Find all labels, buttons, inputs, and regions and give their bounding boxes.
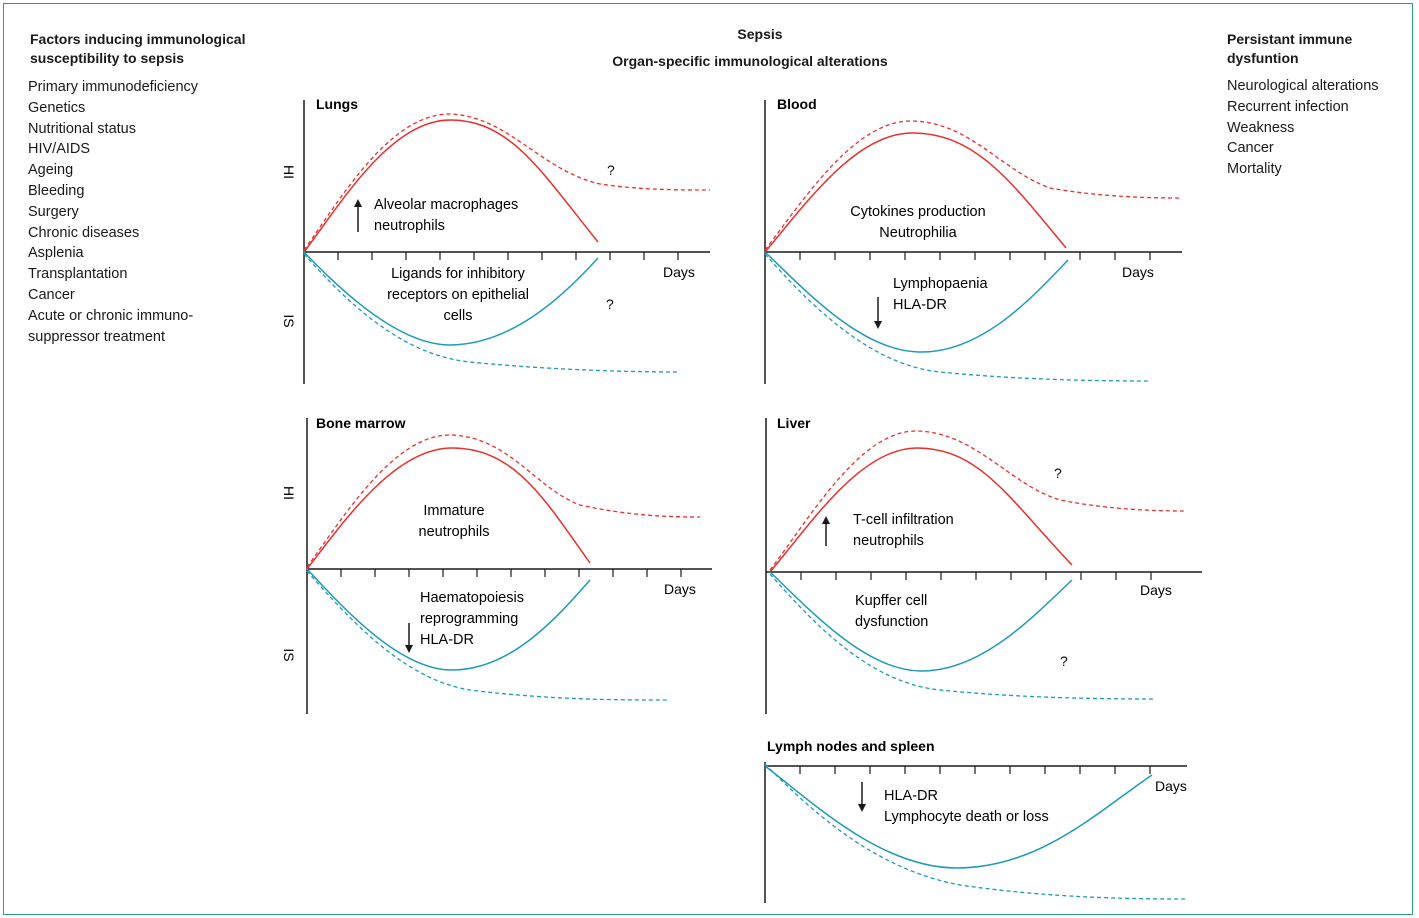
time-axis-ticks [340, 569, 682, 577]
upper-annotation: Cytokines production [850, 204, 985, 220]
days-label: Days [1155, 778, 1187, 794]
immunosuppression-persistent-curve [303, 253, 681, 373]
list-item: Neurological alterations [1227, 78, 1379, 94]
panel-title: Liver [777, 415, 811, 431]
panel-title: Lymph nodes and spleen [767, 738, 935, 754]
hi-axis-label: HI [281, 486, 297, 500]
immunosuppression-persistent-curve [764, 763, 1188, 900]
is-axis-label: IS [281, 314, 297, 327]
upper-annotation: Neutrophilia [879, 225, 957, 241]
lower-annotation: Haematopoiesis [420, 590, 524, 606]
hyperinflammation-curve [769, 447, 1073, 573]
lower-annotation: HLA-DR [884, 788, 938, 804]
panel-title: Lungs [316, 96, 358, 112]
time-axis-ticks [799, 766, 1151, 774]
page-title: Sepsis [737, 26, 783, 42]
list-item: Cancer [28, 286, 75, 303]
unknown-marker: ? [1054, 465, 1062, 481]
lower-annotation: Kupffer cell [855, 593, 927, 609]
upper-annotation: neutrophils [853, 533, 924, 549]
panel-lungs: Lungs HI IS Days Alveolar macrophages ne… [281, 96, 711, 384]
immunosuppression-curve [764, 251, 1069, 353]
unknown-marker: ? [1060, 653, 1068, 669]
time-axis-ticks [800, 572, 1152, 580]
lower-annotation: receptors on epithelial [387, 287, 529, 303]
left-title-line: Factors inducing immunological [30, 31, 246, 47]
hyperinflammation-persistent-curve [306, 434, 701, 568]
list-item: Recurrent infection [1227, 98, 1349, 115]
hyperinflammation-persistent-curve [303, 113, 711, 251]
page-subtitle: Organ-specific immunological alterations [612, 53, 888, 69]
left-title-line: susceptibility to sepsis [30, 50, 185, 66]
lower-annotation: HLA-DR [893, 297, 947, 313]
susceptibility-factor-list: Primary immunodeficiency Genetics Nutrit… [28, 77, 198, 347]
lower-annotation: Ligands for inhibitory [391, 266, 526, 282]
hyperinflammation-persistent-curve [764, 120, 1183, 251]
days-label: Days [663, 264, 695, 280]
hyperinflammation-persistent-curve [769, 430, 1186, 571]
immunosuppression-curve [769, 571, 1073, 672]
hyperinflammation-curve [764, 132, 1067, 253]
upper-annotation: neutrophils [374, 218, 445, 234]
list-item: Transplantation [28, 266, 128, 283]
days-label: Days [664, 581, 696, 597]
list-item: Mortality [1227, 161, 1282, 178]
list-item: Genetics [28, 99, 86, 116]
immune-dysfunction-list: Neurological alterations Recurrent infec… [1227, 76, 1379, 180]
immunosuppression-persistent-curve [764, 253, 1151, 382]
panel-title: Bone marrow [316, 415, 406, 431]
lower-annotation: Lymphopaenia [893, 276, 989, 292]
list-item: Surgery [28, 203, 79, 220]
list-item: Chronic diseases [28, 224, 140, 241]
figure-frame [3, 3, 1413, 915]
panel-liver: Liver Days T-cell infiltration neutrophi… [765, 415, 1202, 714]
panel-bone-marrow: Bone marrow HI IS Days Immature neutroph… [281, 415, 712, 714]
list-item: Acute or chronic immuno- [28, 307, 194, 324]
lower-annotation: Lymphocyte death or loss [884, 809, 1049, 825]
is-axis-label: IS [281, 648, 297, 661]
list-item: Ageing [28, 162, 74, 179]
upper-annotation: Alveolar macrophages [374, 197, 518, 213]
list-item: Weakness [1227, 119, 1295, 136]
immunosuppression-curve [303, 251, 599, 346]
list-item: Nutritional status [28, 120, 136, 137]
time-axis-ticks [799, 252, 1151, 260]
hyperinflammation-curve [306, 447, 591, 570]
panel-blood: Blood Days Cytokines production Neutroph… [764, 96, 1183, 384]
list-item: Asplenia [28, 245, 84, 262]
right-title-line: dysfuntion [1227, 50, 1299, 66]
list-item: Cancer [1227, 140, 1274, 157]
unknown-marker: ? [606, 296, 614, 312]
upper-annotation: neutrophils [419, 524, 490, 540]
time-axis-ticks [337, 252, 679, 260]
unknown-marker: ? [607, 162, 615, 178]
days-label: Days [1122, 264, 1154, 280]
right-title-line: Persistant immune [1227, 31, 1353, 47]
panel-title: Blood [777, 96, 817, 112]
immunosuppression-persistent-curve [769, 573, 1156, 700]
lower-annotation: cells [443, 308, 472, 324]
days-label: Days [1140, 582, 1172, 598]
list-item: Primary immunodeficiency [28, 79, 199, 95]
right-column-title: Persistant immune dysfuntion [1227, 30, 1352, 68]
lower-annotation: HLA-DR [420, 632, 474, 648]
immunosuppression-curve [306, 568, 591, 671]
hyperinflammation-curve [303, 119, 599, 253]
list-item: suppressor treatment [28, 328, 166, 345]
lower-annotation: reprogramming [420, 611, 518, 627]
upper-annotation: T-cell infiltration [853, 512, 954, 528]
left-column-title: Factors inducing immunological susceptib… [30, 30, 245, 68]
list-item: Bleeding [28, 182, 85, 199]
hi-axis-label: HI [281, 165, 297, 179]
panel-lymph-nodes-spleen: Lymph nodes and spleen Days HLA-DR Lymph… [764, 738, 1188, 903]
immunosuppression-curve [764, 765, 1153, 869]
list-item: HIV/AIDS [28, 141, 91, 158]
lower-annotation: dysfunction [855, 614, 928, 630]
immunosuppression-persistent-curve [306, 570, 669, 701]
upper-annotation: Immature [423, 503, 484, 519]
